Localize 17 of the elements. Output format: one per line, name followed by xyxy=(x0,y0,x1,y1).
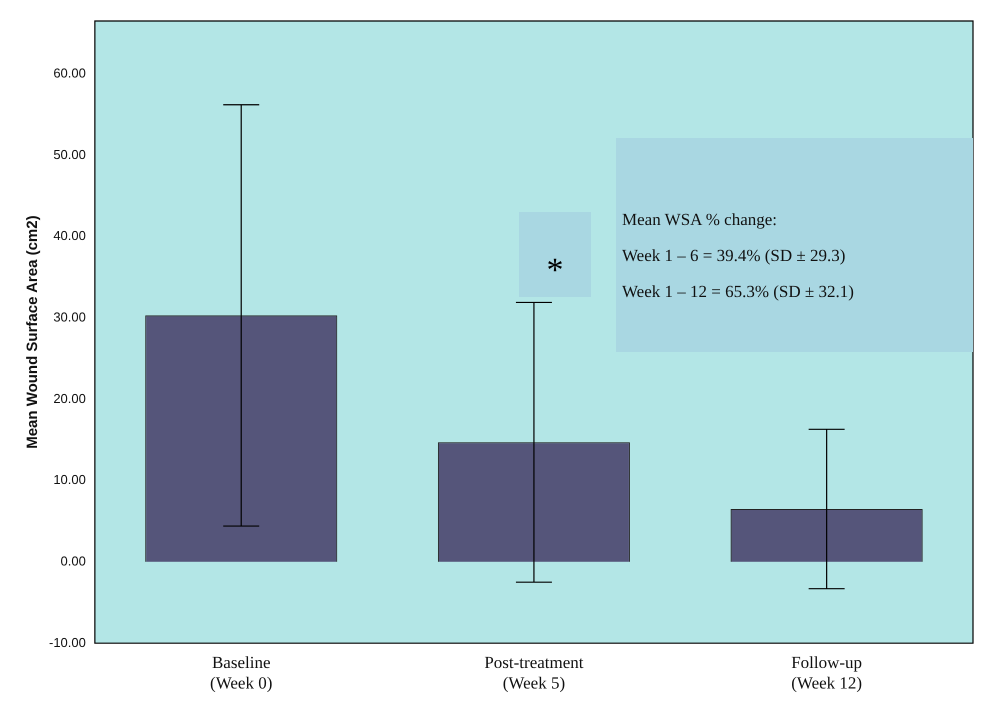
x-tick-label: Baseline (Week 0) xyxy=(210,652,272,692)
annotation: Week 1 – 12 = 65.3% (SD ± 32.1) xyxy=(622,282,855,302)
y-axis-title: Mean Wound Surface Area (cm2) xyxy=(24,215,42,449)
text-box: Mean WSA % change: Week 1 – 6 = 39.4% (SD ± 29.3) Week 1 – 12 = 65.3% (SD ± 32.1) xyxy=(616,138,973,352)
y-tick-label: -10.00 xyxy=(48,634,86,650)
text-box: * xyxy=(519,212,591,297)
y-tick-label: 10.00 xyxy=(53,472,86,488)
y-tick-label: 0.00 xyxy=(60,553,86,568)
y-tick-label: 40.00 xyxy=(53,228,86,244)
y-tick-label: 20.00 xyxy=(53,390,86,406)
y-tick-label: 30.00 xyxy=(53,309,86,324)
annotation: Mean WSA % change: xyxy=(622,210,778,230)
x-tick-label: Follow-up (Week 12) xyxy=(791,652,862,692)
y-tick-label: 60.00 xyxy=(53,65,86,80)
y-tick-label: 50.00 xyxy=(53,146,86,162)
annotation: Week 1 – 6 = 39.4% (SD ± 29.3) xyxy=(622,246,846,266)
x-tick-label: Post-treatment (Week 5) xyxy=(484,652,584,692)
